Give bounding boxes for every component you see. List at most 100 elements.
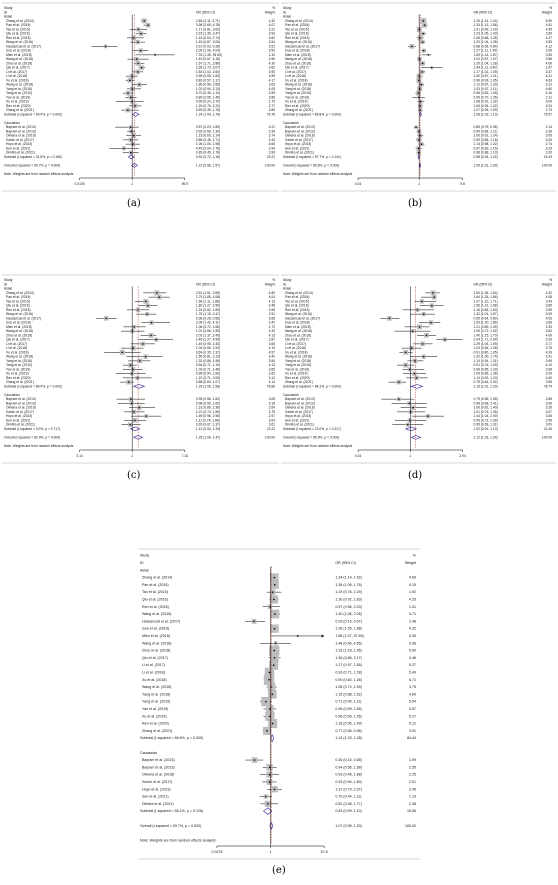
study-label: Sen et al. (2021) <box>285 418 309 422</box>
study-point <box>412 406 414 409</box>
study-effect-text: 0.29 (0.15, 0.67) <box>335 619 361 623</box>
study-label: Ren et al. (2020) <box>6 104 31 108</box>
study-effect-text: 1.25 (1.14, 1.34) <box>474 19 498 23</box>
study-label: Ren et al. (2016) <box>6 36 31 40</box>
study-point <box>422 49 425 52</box>
study-effect-text: 0.85 (0.75, 0.96) <box>474 125 498 129</box>
study-label: Guo et al. (2018) <box>285 49 310 53</box>
study-effect-text: 1.16 (0.85, 1.63) <box>474 308 498 312</box>
study-weight-text: 4.06 <box>546 61 553 65</box>
subtotal-label: Subtotal (I-squared = 86.4%, p = 0.000) <box>4 384 62 388</box>
study-label: Zhou et al. (2018) <box>285 333 311 337</box>
study-label: Hassanzad et al. (2017) <box>6 44 41 48</box>
column-header-weight-symbol: % <box>549 278 552 282</box>
study-effect-text: 0.77 (0.56, 0.96) <box>335 729 361 733</box>
panel-label-b: (b) <box>408 198 423 209</box>
study-effect-text: 1.06 (0.91, 1.24) <box>474 134 498 138</box>
study-effect-text: 0.90 (0.60, 1.26) <box>335 678 361 682</box>
study-point <box>132 368 134 371</box>
study-point <box>129 139 132 141</box>
study-effect-text: 1.36 (1.05, 1.88) <box>335 627 361 631</box>
subtotal-weight-text: 78.74 <box>544 384 552 388</box>
study-label: Qiu et al. (2017) <box>142 656 168 660</box>
study-weight-text: 0.53 <box>546 53 553 57</box>
study-effect-text: 1.03 (0.71, 1.48) <box>196 367 220 371</box>
subtotal-weight-text: 24.43 <box>544 155 552 159</box>
subtotal-weight-text: 15.56 <box>407 809 416 813</box>
study-weight-text: 5.99 <box>546 19 553 23</box>
study-weight-text: 3.08 <box>546 367 553 371</box>
study-effect-text: 0.96 (0.82, 1.05) <box>474 91 498 95</box>
study-effect-text: 0.97 (0.56, 2.03) <box>335 605 361 609</box>
study-label: Yao et al. (2019) <box>285 95 309 99</box>
study-effect-text: 1.56 (1.22, 1.98) <box>474 304 498 308</box>
study-label: Ren et al. (2020) <box>6 376 31 380</box>
study-point <box>425 334 428 337</box>
study-label: Sen et al. (2021) <box>142 795 169 799</box>
study-weight-text: 3.65 <box>269 367 276 371</box>
study-weight-text: 2.96 <box>269 57 276 61</box>
study-point <box>411 45 413 48</box>
study-weight-text: 4.13 <box>269 333 276 337</box>
study-label: Yang et al. (2018) <box>6 87 32 91</box>
study-weight-text: 3.29 <box>546 372 553 376</box>
study-weight-text: 1.57 <box>546 66 553 70</box>
study-point <box>427 54 430 56</box>
study-effect-text: 0.65 (0.54, 0.80) <box>474 316 498 320</box>
study-weight-text: 4.21 <box>546 74 553 78</box>
study-label: Tao et al. (2015) <box>142 590 168 594</box>
study-effect-text: 1.40 (1.15, 1.70) <box>474 333 498 337</box>
study-label: Wang et al. (2018) <box>285 355 312 359</box>
study-point <box>273 627 276 630</box>
study-weight-text: 3.57 <box>409 707 416 711</box>
study-point <box>130 151 132 154</box>
study-label: Xavier et al. (2017) <box>285 138 313 142</box>
study-label: Li et al. (2018) <box>6 346 27 350</box>
study-weight-text: 4.30 <box>269 61 276 65</box>
study-effect-text: 0.89 (0.55, 1.45) <box>196 95 220 99</box>
study-effect-text: 0.95 (0.69, 1.31) <box>474 423 498 427</box>
study-weight-text: 0.98 <box>409 641 416 645</box>
study-label: Yang et al. (2018) <box>285 359 311 363</box>
study-effect-text: 0.93 (0.54, 1.60) <box>335 780 361 784</box>
study-weight-text: 3.12 <box>546 83 553 87</box>
study-weight-text: 4.33 <box>546 350 553 354</box>
column-header-id: ID <box>283 10 287 14</box>
study-weight-text: 3.77 <box>546 342 553 346</box>
study-label: Li et al. (2017) <box>285 70 306 74</box>
study-effect-text: 1.49 (0.95, 2.33) <box>196 342 220 346</box>
subtotal-diamond <box>404 426 418 432</box>
study-effect-text: 1.86 (0.96, 3.59) <box>196 83 220 87</box>
study-weight-text: 3.54 <box>269 406 276 410</box>
study-point <box>271 591 274 593</box>
study-label: Xu et al. (2019) <box>6 100 29 104</box>
subgroup-label: Asian <box>4 287 12 291</box>
study-effect-text: 1.09 (0.86, 1.38) <box>474 372 498 376</box>
study-label: Yang et al. (2019) <box>285 363 311 367</box>
column-header-effect: OR (95% CI) <box>196 10 215 14</box>
subtotal-label: Subtotal (I-squared = 89.8%, p = 0.000) <box>283 112 341 116</box>
study-weight-text: 2.99 <box>546 49 553 53</box>
study-weight-text: 4.71 <box>409 612 416 616</box>
study-weight-text: 2.60 <box>269 372 276 376</box>
study-weight-text: 3.05 <box>546 414 553 418</box>
subtotal-label: Subtotal (I-squared = 57.7%, p = 0.141) <box>283 155 341 159</box>
column-header-weight-symbol: % <box>549 6 552 10</box>
study-effect-text: 2.28 (1.73, 3.07) <box>196 66 220 70</box>
study-weight-text: 3.40 <box>269 355 276 359</box>
study-effect-text: 0.99 (0.59, 1.63) <box>196 74 220 78</box>
overall-effect-text: 1.05 (1.01, 1.09) <box>474 163 498 167</box>
study-weight-text: 3.40 <box>546 376 553 380</box>
study-effect-text: 1.14 (0.92, 1.43) <box>474 376 498 380</box>
forest-plot-5: Study ID OR (95% CI)% Weight Asian Zhang et a… <box>138 548 420 860</box>
study-weight-text: 4.09 <box>546 333 553 337</box>
study-point <box>131 330 134 332</box>
study-label: Ren et al. (2016) <box>285 36 310 40</box>
study-point <box>129 364 132 366</box>
study-point <box>272 664 275 666</box>
study-effect-text: 0.98 (0.68, 1.41) <box>474 401 498 405</box>
panel-label-d: (d) <box>408 470 423 481</box>
study-label: Hoyo et al. (2023) <box>285 142 311 146</box>
study-point <box>422 355 425 358</box>
